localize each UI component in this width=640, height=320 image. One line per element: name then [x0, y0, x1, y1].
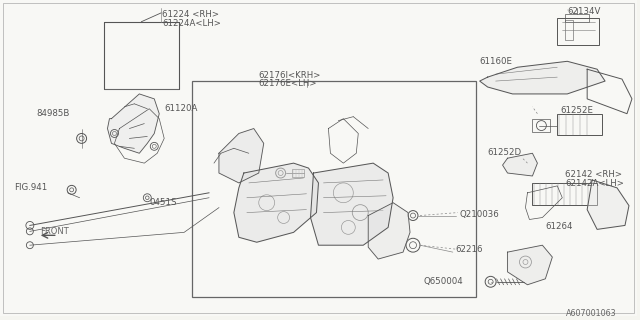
Polygon shape: [310, 163, 393, 245]
Text: 61120A: 61120A: [164, 104, 198, 113]
Text: 62134V: 62134V: [567, 7, 600, 16]
Polygon shape: [368, 203, 410, 259]
Text: 61224 <RH>: 61224 <RH>: [162, 10, 220, 19]
Polygon shape: [587, 180, 629, 229]
Text: Q650004: Q650004: [424, 277, 464, 286]
Text: FRONT: FRONT: [40, 228, 68, 236]
Text: A607001063: A607001063: [566, 309, 617, 318]
Bar: [292, 169, 303, 177]
Text: 61224A<LH>: 61224A<LH>: [162, 19, 221, 28]
Bar: [557, 114, 602, 135]
Bar: [532, 119, 550, 132]
Text: 61252E: 61252E: [560, 106, 593, 115]
Bar: [557, 18, 599, 45]
Text: 84985B: 84985B: [37, 109, 70, 118]
Polygon shape: [234, 163, 319, 242]
Text: 62176I<KRH>: 62176I<KRH>: [259, 71, 321, 80]
Polygon shape: [502, 153, 538, 176]
Text: Q210036: Q210036: [460, 210, 500, 219]
Text: 62216: 62216: [456, 245, 483, 254]
Polygon shape: [219, 129, 264, 183]
Text: 61160E: 61160E: [480, 57, 513, 66]
Bar: [104, 22, 179, 89]
Polygon shape: [108, 94, 159, 153]
Polygon shape: [508, 245, 552, 285]
Text: FIG.941: FIG.941: [14, 183, 47, 192]
Text: 61252D: 61252D: [488, 148, 522, 157]
Bar: [532, 183, 597, 205]
Text: 62142A<LH>: 62142A<LH>: [565, 179, 624, 188]
Bar: [565, 20, 573, 40]
Bar: [565, 14, 589, 22]
Text: 62176E<LH>: 62176E<LH>: [259, 79, 317, 88]
Polygon shape: [480, 61, 605, 94]
Text: 61264: 61264: [545, 222, 573, 231]
Text: 0451S: 0451S: [149, 198, 177, 207]
Bar: [192, 81, 476, 297]
Text: 62142 <RH>: 62142 <RH>: [565, 170, 622, 179]
